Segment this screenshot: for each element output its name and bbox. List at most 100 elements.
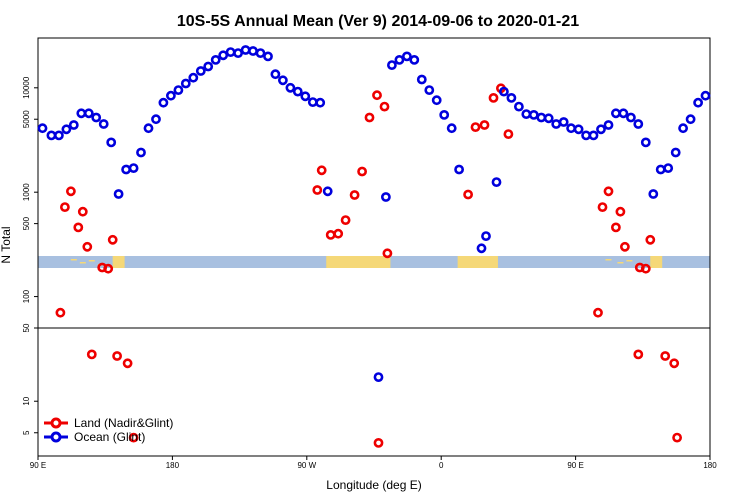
land-point xyxy=(463,189,473,200)
ocean-point xyxy=(225,47,236,57)
land-point xyxy=(372,90,382,101)
ocean-point xyxy=(454,164,464,175)
ocean-point xyxy=(596,124,606,135)
land-point xyxy=(316,165,327,176)
legend-label-ocean: Ocean (Glint) xyxy=(74,430,145,444)
ocean-point xyxy=(128,163,139,173)
x-tick-label: 90 E xyxy=(30,461,46,470)
island-dot xyxy=(70,259,77,261)
ocean-point xyxy=(394,55,405,65)
y-tick-label: 5000 xyxy=(22,110,31,128)
ocean-point xyxy=(277,75,288,86)
land-point xyxy=(379,101,390,112)
ocean-point xyxy=(83,108,94,119)
x-axis-label: Longitude (deg E) xyxy=(326,478,421,492)
ocean-point xyxy=(558,117,569,127)
ocean-point xyxy=(476,243,487,254)
land-point xyxy=(357,166,367,177)
land-point xyxy=(77,206,88,217)
land-point xyxy=(593,307,603,318)
lower-plot-frame xyxy=(37,327,711,457)
ocean-point xyxy=(588,130,599,141)
land-point xyxy=(620,241,630,252)
ocean-point xyxy=(106,137,117,148)
ocean-point xyxy=(409,55,420,65)
ocean-point xyxy=(663,163,674,173)
ocean-point xyxy=(611,108,621,119)
ocean-point xyxy=(203,61,214,72)
ocean-point xyxy=(685,114,696,125)
ocean-point xyxy=(633,119,644,129)
land-point xyxy=(122,358,133,369)
y-axis-upper: 50 100 500 1000 5000 10000 xyxy=(22,76,38,332)
y-tick-label: 10000 xyxy=(22,76,31,99)
ocean-point xyxy=(439,110,450,120)
chart-title: 10S-5S Annual Mean (Ver 9) 2014-09-06 to… xyxy=(177,13,579,30)
land-point xyxy=(597,202,608,212)
x-tick-label: 90 E xyxy=(567,461,583,470)
ocean-point xyxy=(506,93,517,103)
ocean-point xyxy=(491,177,502,187)
ocean-point xyxy=(386,60,397,70)
land-point xyxy=(103,263,114,274)
land-point xyxy=(349,190,360,200)
island-dot xyxy=(88,260,95,262)
ocean-point xyxy=(573,124,584,135)
land-point xyxy=(55,307,66,318)
ocean-point xyxy=(514,101,524,112)
ocean-point xyxy=(322,186,333,197)
ocean-point xyxy=(626,112,636,123)
legend-marker-land xyxy=(50,417,62,429)
land-point xyxy=(73,222,84,233)
ocean-point xyxy=(233,48,243,58)
ocean-point xyxy=(195,66,206,76)
legend-marker-ocean xyxy=(50,431,62,443)
ocean-point xyxy=(521,109,532,119)
ocean-point xyxy=(481,231,491,241)
ocean-point xyxy=(240,45,251,55)
island-dot xyxy=(626,260,633,262)
ocean-point xyxy=(255,48,266,58)
upper-plot-frame xyxy=(37,37,711,329)
ocean-point xyxy=(173,85,184,95)
land-point xyxy=(645,234,656,245)
ocean-point xyxy=(648,189,659,199)
island-dot xyxy=(605,259,612,261)
land-segment xyxy=(326,256,391,268)
ocean-point xyxy=(210,55,221,65)
x-tick-label: 180 xyxy=(166,461,180,470)
island-dot xyxy=(79,262,86,264)
y-axis-label: N Total xyxy=(0,226,13,263)
land-point xyxy=(364,112,375,123)
ocean-point xyxy=(54,130,64,141)
ocean-point xyxy=(158,97,169,108)
ocean-point xyxy=(37,123,48,134)
land-point xyxy=(112,351,122,361)
land-point xyxy=(672,432,682,443)
legend-item-land: Land (Nadir&Glint) xyxy=(44,416,173,430)
land-point xyxy=(660,351,671,361)
land-point xyxy=(382,248,393,259)
ocean-point xyxy=(113,189,124,199)
ocean-point xyxy=(536,112,547,123)
y-tick-label: 10 xyxy=(22,396,31,405)
land-point xyxy=(503,129,514,139)
x-tick-label: 0 xyxy=(439,461,444,470)
y-tick-label: 50 xyxy=(22,323,31,332)
y-axis-lower: 5 10 xyxy=(22,396,38,435)
land-point xyxy=(82,241,93,252)
ocean-point xyxy=(136,147,146,158)
ocean-point xyxy=(165,90,176,101)
land-point xyxy=(333,228,344,239)
ocean-point xyxy=(98,119,109,129)
ocean-point xyxy=(307,97,318,107)
ocean-point xyxy=(678,123,688,134)
legend: Land (Nadir&Glint) Ocean (Glint) xyxy=(44,416,173,444)
land-point xyxy=(640,263,651,274)
land-point xyxy=(373,437,384,448)
y-tick-label: 100 xyxy=(22,289,31,303)
land-segment xyxy=(457,256,498,268)
land-point xyxy=(611,222,621,233)
x-tick-label: 180 xyxy=(703,461,717,470)
